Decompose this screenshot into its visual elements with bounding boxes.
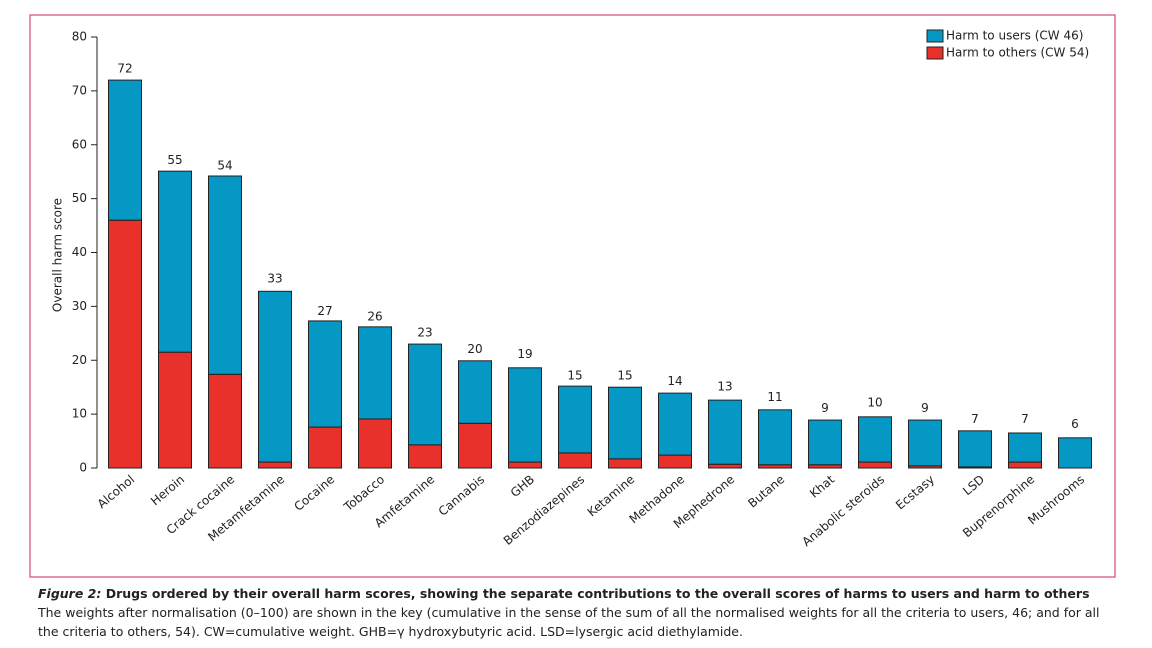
legend-label: Harm to users (CW 46): [946, 29, 1083, 43]
total-label: 19: [517, 347, 532, 361]
total-label: 6: [1071, 417, 1079, 431]
caption: Figure 2: Drugs ordered by their overall…: [38, 584, 1123, 641]
bar-segment: [458, 360, 492, 424]
bar-segment: [158, 351, 192, 469]
y-tick-label: 30: [72, 299, 87, 313]
bar-segment: [458, 422, 492, 469]
total-label: 7: [1021, 412, 1029, 426]
bar-segment: [258, 290, 292, 463]
total-label: 15: [567, 369, 582, 383]
total-label: 54: [217, 159, 232, 173]
bar-segment: [308, 426, 342, 469]
y-axis-label: Overall harm score: [51, 198, 65, 312]
bar-segment: [408, 444, 442, 469]
y-tick-label: 20: [72, 353, 87, 367]
x-tick-label: Anabolic steroids: [799, 472, 887, 549]
x-tick-label: Cannabis: [436, 472, 488, 518]
bar-segment: [658, 392, 692, 456]
bar-segment: [108, 219, 142, 469]
bar-segment: [358, 326, 392, 420]
bar-segment: [558, 385, 592, 454]
caption-body: The weights after normalisation (0–100) …: [38, 605, 1100, 639]
total-label: 14: [667, 374, 682, 388]
bar-segment: [808, 419, 842, 466]
bar-segment: [258, 461, 292, 469]
x-tick-label: Butane: [745, 472, 787, 510]
bar-segment: [358, 418, 392, 469]
total-label: 26: [367, 309, 382, 323]
y-tick-label: 40: [72, 245, 87, 259]
bar-segment: [608, 386, 642, 460]
bar-segment: [958, 430, 992, 468]
bar-segment: [708, 399, 742, 465]
y-tick-label: 10: [72, 407, 87, 421]
x-tick-label: Alcohol: [95, 472, 138, 511]
bar-segment: [658, 454, 692, 469]
total-label: 9: [821, 401, 829, 415]
bar-segment: [608, 458, 642, 469]
bar-segment: [408, 343, 442, 446]
bar-segment: [158, 170, 192, 353]
total-label: 7: [971, 412, 979, 426]
legend-swatch: [926, 46, 944, 60]
legend-swatch: [926, 29, 944, 43]
bar-segment: [558, 452, 592, 469]
bar-segment: [1008, 461, 1042, 469]
bar-segment: [508, 367, 542, 463]
frame: [29, 14, 1116, 578]
total-label: 15: [617, 369, 632, 383]
chart: Overall harm score 0 10 20 30 40 50 60 70 80 72 Al…: [29, 14, 1116, 578]
bar-segment: [1058, 437, 1092, 469]
legend-label: Harm to others (CW 54): [946, 46, 1089, 60]
y-tick-label: 70: [72, 83, 87, 97]
total-label: 33: [267, 272, 282, 286]
bar-segment: [858, 416, 892, 463]
total-label: 27: [317, 304, 332, 318]
bar-segment: [858, 461, 892, 469]
x-tick-label: Khat: [807, 472, 837, 501]
bar-segment: [108, 79, 142, 221]
bar-segment: [758, 409, 792, 466]
y-tick-label: 60: [72, 137, 87, 151]
total-label: 9: [921, 401, 929, 415]
total-label: 55: [167, 153, 182, 167]
caption-title: Drugs ordered by their overall harm scor…: [105, 586, 1090, 601]
y-tick-label: 80: [72, 30, 87, 44]
total-label: 72: [117, 62, 132, 76]
y-tick-label: 0: [79, 461, 87, 475]
x-tick-label: Tobacco: [341, 472, 388, 514]
bar-segment: [208, 373, 242, 469]
x-tick-label: LSD: [960, 472, 987, 498]
x-tick-label: Cocaine: [291, 472, 337, 514]
total-label: 11: [767, 390, 782, 404]
x-tick-label: Heroin: [148, 472, 187, 508]
bar-segment: [908, 419, 942, 467]
x-tick-label: Ecstasy: [893, 472, 937, 512]
total-label: 10: [867, 396, 882, 410]
x-tick-label: GHB: [508, 472, 537, 500]
bar-segment: [1008, 432, 1042, 463]
total-label: 23: [417, 326, 432, 340]
figure-label: Figure 2:: [38, 586, 102, 601]
bar-segment: [308, 320, 342, 428]
bar-segment: [208, 175, 242, 375]
bar-segment: [508, 461, 542, 469]
y-tick-label: 50: [72, 191, 87, 205]
bar-segment: [708, 463, 742, 469]
total-label: 13: [717, 379, 732, 393]
total-label: 20: [467, 342, 482, 356]
